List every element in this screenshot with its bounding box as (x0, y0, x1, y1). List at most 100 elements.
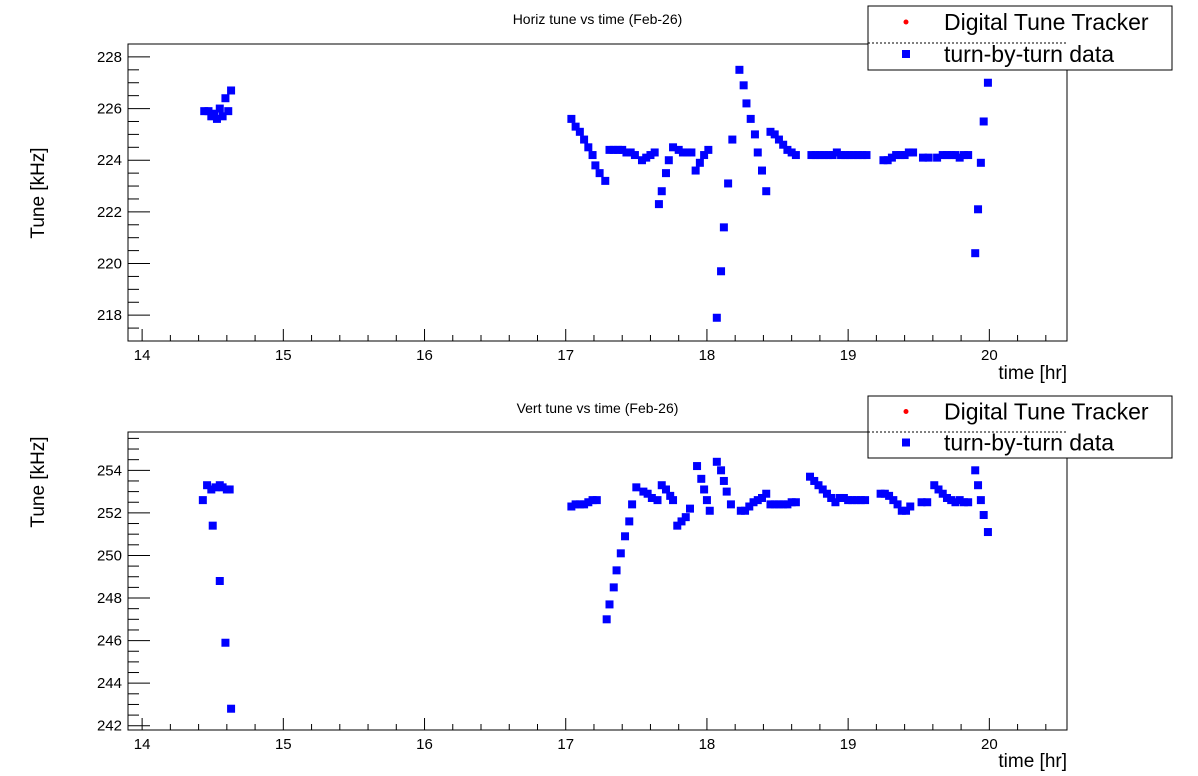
data-point (567, 502, 576, 511)
data-point (951, 498, 960, 507)
y-tick-label: 226 (97, 101, 122, 118)
x-tick-label: 15 (275, 736, 292, 753)
data-point (722, 487, 731, 496)
legend-label: turn-by-turn data (944, 41, 1114, 67)
data-point (924, 153, 933, 162)
data-point (685, 504, 694, 513)
data-point (601, 176, 610, 185)
data-point (938, 489, 947, 498)
data-point (646, 151, 655, 160)
data-point (844, 496, 853, 505)
plot-frame (127, 431, 1068, 731)
data-point (753, 496, 762, 505)
data-point (693, 462, 702, 471)
data-point (822, 489, 831, 498)
data-point (974, 481, 983, 490)
data-point (758, 493, 767, 502)
data-point (653, 496, 662, 505)
data-point (746, 114, 755, 123)
data-point (588, 151, 597, 160)
y-tick-label: 250 (97, 547, 122, 564)
data-point (750, 130, 759, 139)
data-point (717, 267, 726, 276)
x-tick-label: 17 (557, 736, 574, 753)
data-point (930, 481, 939, 490)
data-point (691, 166, 700, 175)
data-point (783, 145, 792, 154)
data-point (218, 112, 227, 121)
data-point (827, 493, 836, 502)
legend: Digital Tune Tracker turn-by-turn data (867, 5, 1173, 71)
data-point (609, 583, 618, 592)
data-point (705, 506, 714, 515)
data-point (741, 506, 750, 515)
data-point (841, 151, 850, 160)
data-point (811, 151, 820, 160)
data-point (852, 496, 861, 505)
legend-label: Digital Tune Tracker (944, 9, 1149, 35)
data-point (605, 600, 614, 609)
chart-title: Horiz tune vs time (Feb-26) (513, 11, 683, 27)
data-point (575, 500, 584, 509)
data-point (618, 145, 627, 154)
y-tick-label: 242 (97, 718, 122, 735)
data-point (630, 151, 639, 160)
data-point (647, 493, 656, 502)
data-point (728, 135, 737, 144)
data-point (198, 496, 207, 505)
data-point (626, 148, 635, 157)
data-point (717, 466, 726, 475)
data-point (933, 153, 942, 162)
y-tick-label: 222 (97, 204, 122, 221)
x-tick-label: 14 (134, 736, 151, 753)
data-point (818, 485, 827, 494)
data-point (700, 151, 709, 160)
data-point (918, 153, 927, 162)
data-point (735, 65, 744, 74)
data-point (892, 151, 901, 160)
data-point (200, 107, 209, 116)
x-tick-label: 14 (134, 347, 151, 364)
data-point (824, 151, 833, 160)
data-point (837, 151, 846, 160)
data-point (221, 94, 230, 103)
data-point (621, 532, 630, 541)
data-point (900, 151, 909, 160)
data-point (938, 151, 947, 160)
data-point (224, 107, 233, 116)
data-point (807, 151, 816, 160)
legend-label: turn-by-turn data (944, 430, 1114, 456)
y-axis-title: Tune [kHz] (28, 147, 49, 238)
data-point (567, 114, 576, 123)
data-point (791, 151, 800, 160)
data-point (976, 496, 985, 505)
data-point (753, 148, 762, 157)
series-1 (200, 65, 992, 322)
data-point (742, 99, 751, 108)
data-point (724, 179, 733, 188)
data-point (678, 148, 687, 157)
data-point (683, 148, 692, 157)
data-point (947, 496, 956, 505)
legend-label: Digital Tune Tracker (944, 399, 1149, 425)
x-tick-label: 19 (840, 736, 857, 753)
data-point (605, 145, 614, 154)
data-point (983, 78, 992, 87)
data-point (632, 483, 641, 492)
y-tick-label: 228 (97, 49, 122, 66)
data-point (854, 151, 863, 160)
data-point (964, 151, 973, 160)
data-point (887, 153, 896, 162)
data-point (831, 498, 840, 507)
x-axis-title: time [hr] (998, 363, 1067, 384)
data-point (839, 493, 848, 502)
legend-marker-star (903, 19, 909, 25)
data-point (584, 143, 593, 152)
data-point (584, 498, 593, 507)
x-tick-label: 18 (699, 347, 716, 364)
data-point (613, 145, 622, 154)
data-point (902, 506, 911, 515)
data-point (779, 140, 788, 149)
data-point (712, 313, 721, 322)
